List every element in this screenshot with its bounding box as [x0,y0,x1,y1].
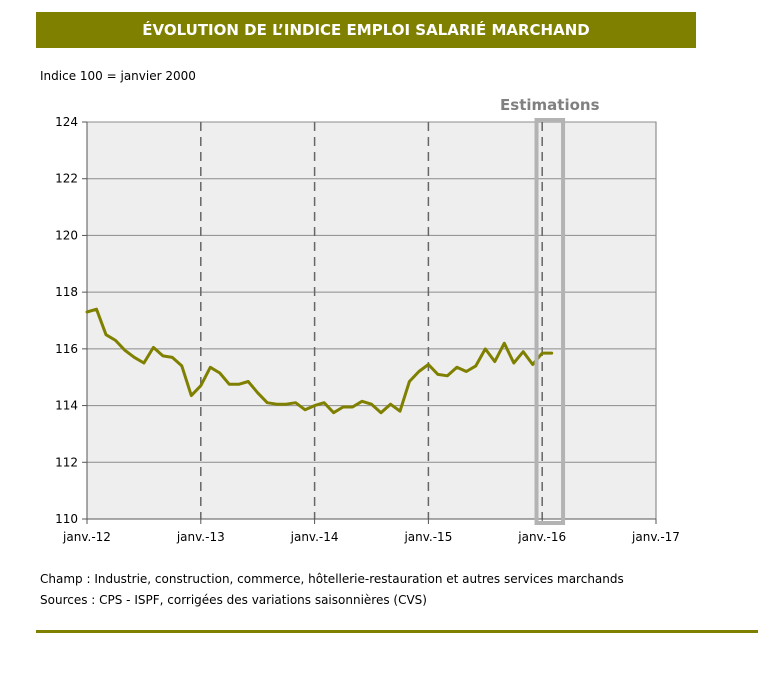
champ-note: Champ : Industrie, construction, commerc… [40,572,624,586]
y-tick-label: 112 [55,455,78,469]
chart-title-banner: ÉVOLUTION DE L’INDICE EMPLOI SALARIÉ MAR… [36,12,696,48]
y-axis-ticks: 110 112 114 116 118 120 122 124 [55,115,87,526]
year-separators [200,122,543,519]
estimations-label: Estimations [500,96,600,114]
plot-area [86,121,657,520]
y-tick-label: 120 [55,228,78,242]
y-tick-label: 116 [55,342,78,356]
series-points [86,309,552,413]
sources-note: Sources : CPS - ISPF, corrigées des vari… [40,593,427,607]
y-tick-label: 122 [55,172,78,186]
x-tick-label: janv.-15 [403,530,452,544]
chart-notes: Champ : Industrie, construction, commerc… [40,569,624,611]
bottom-rule [36,630,758,633]
x-tick-label: janv.-17 [631,530,680,544]
index-base-note: Indice 100 = janvier 2000 [40,69,196,83]
series-line-emploi [85,307,554,415]
x-tick-label: janv.-12 [62,530,111,544]
x-tick-label: janv.-16 [517,530,566,544]
chart-title: ÉVOLUTION DE L’INDICE EMPLOI SALARIÉ MAR… [142,21,590,39]
y-tick-label: 118 [55,285,78,299]
estimations-highlight-box [534,118,566,525]
y-tick-label: 110 [55,512,78,526]
x-tick-label: janv.-14 [290,530,339,544]
x-axis-ticks: janv.-12 janv.-13 janv.-14 janv.-15 janv.-16… [62,519,680,544]
y-tick-label: 124 [55,115,78,129]
x-tick-label: janv.-13 [176,530,225,544]
y-tick-label: 114 [55,399,78,413]
